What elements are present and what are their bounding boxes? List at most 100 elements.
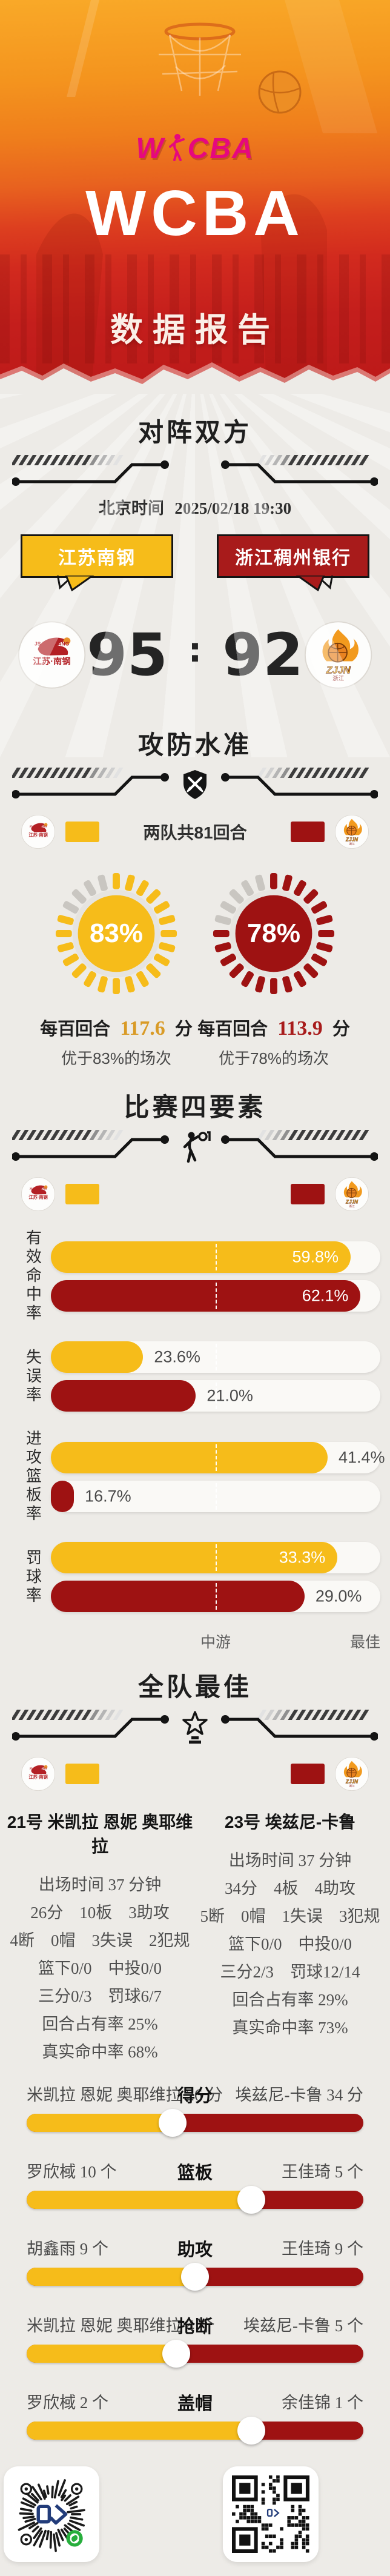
matchup-header: 对阵双方 (137, 418, 252, 446)
stat-line: 34分 4板 4助攻 (225, 1879, 355, 1897)
factor-row-orb: 进攻篮板率 41.4% 16.7% (0, 1430, 390, 1524)
away-per100: 每百回合 113.9 分 (195, 1015, 352, 1040)
home-bar-fill (51, 1341, 144, 1373)
home-color-swatch (65, 822, 99, 842)
away-bar-track: 29.0% (51, 1581, 380, 1612)
duel-right-label: 王佳琦 5 个 (282, 2163, 363, 2181)
qr-section: 微信扫码查看更多数据 微信扫码查看数据说明 (0, 2466, 390, 2576)
away-team-banner: 浙江稠州银行 (217, 528, 376, 591)
home-bar-value: 33.3% (279, 1548, 326, 1567)
away-score: 92 (222, 621, 303, 689)
home-bar-track: 33.3% (51, 1542, 380, 1573)
home-team-logo (21, 1756, 56, 1791)
duel-knob (181, 2263, 209, 2291)
stat-line: 篮下0/0 中投0/0 (228, 1935, 352, 1953)
duel-knob (237, 2186, 265, 2214)
hero-banner: W CBA WCBA 数据报告 (0, 0, 390, 394)
away-bar-value: 16.7% (85, 1487, 131, 1505)
factor-label: 进攻篮板率 (24, 1430, 42, 1524)
duel-blocks: 罗欣棫 2 个 盖帽 余佳锦 1 个 (27, 2389, 363, 2445)
duel-knob (162, 2340, 190, 2368)
stat-line: 5断 0帽 1失误 3犯规 (200, 1907, 380, 1925)
away-bar-track: 62.1% (51, 1280, 380, 1312)
basketball-player-icon (183, 1131, 211, 1163)
four-factors-legend (0, 1172, 390, 1216)
duel-category: 抢断 (177, 2317, 213, 2337)
home-bar-track: 23.6% (51, 1341, 380, 1373)
wcba-league-logo: W CBA (0, 132, 390, 165)
away-team-name: 浙江稠州银行 (235, 548, 351, 568)
duel-left-label: 胡鑫雨 9 个 (27, 2240, 108, 2258)
duel-rebounds: 罗欣棫 10 个 篮板 王佳琦 5 个 (27, 2159, 363, 2214)
home-bar-value: 23.6% (154, 1347, 200, 1366)
torn-paper-edge (0, 362, 390, 394)
factor-row-tov: 失误率 23.6% 21.0% (0, 1341, 390, 1412)
duel-left-label: 米凯拉 恩妮 奥耶维拉 4 个 (27, 2317, 215, 2335)
home-percentile-note: 优于83%的场次 (61, 1049, 172, 1067)
home-team-banner: 江苏南钢 (14, 528, 173, 591)
league-logo-w: W (136, 133, 165, 165)
hero-subtitle: 数据报告 (110, 312, 280, 348)
section-team-best: 全队最佳 (0, 1667, 390, 1746)
away-color-swatch (291, 1184, 325, 1204)
away-bar-value: 21.0% (207, 1386, 253, 1405)
duel-points: 米凯拉 恩妮 奥耶维拉 26 分 得分 埃兹尼-卡鲁 34 分 (27, 2082, 363, 2137)
duel-home-fill (27, 2345, 176, 2363)
jumping-player-icon (168, 133, 185, 161)
home-best-player: 21号 米凯拉 恩妮 奥耶维拉 出场时间 37 分钟 26分 10板 3助攻 4… (5, 1809, 195, 2066)
home-bar-fill: 59.8% (51, 1241, 351, 1273)
stat-line: 26分 10板 3助攻 (30, 1904, 170, 1922)
home-team-name: 江苏南钢 (58, 548, 136, 568)
away-color-swatch (291, 1764, 325, 1784)
home-team-logo (21, 1177, 56, 1212)
city-skyline-silhouette (0, 254, 390, 363)
duel-home-fill (27, 2191, 251, 2209)
stat-line: 真实命中率 68% (42, 2043, 158, 2061)
duel-slider (27, 2340, 363, 2368)
score-colon: : (188, 630, 202, 670)
duel-home-fill (27, 2114, 173, 2132)
duel-assists: 胡鑫雨 9 个 助攻 王佳琦 9 个 (27, 2236, 363, 2291)
section-four-factors: 比赛四要素 (0, 1087, 390, 1166)
duel-category: 助攻 (177, 2240, 213, 2260)
duel-left-label: 罗欣棫 2 个 (27, 2394, 108, 2412)
home-team-logo (18, 621, 86, 689)
home-gauge-dial (55, 872, 177, 995)
per100-label: 每百回合 (197, 1020, 268, 1039)
duel-home-fill (27, 2268, 195, 2286)
hero-title: WCBA (85, 178, 305, 249)
stat-line: 真实命中率 73% (232, 2019, 348, 2037)
duel-category: 得分 (177, 2086, 213, 2106)
away-color-swatch (291, 822, 325, 842)
away-team-logo (304, 621, 372, 689)
away-bar-fill (51, 1480, 74, 1512)
scoreboard: 95 : 92 (0, 609, 390, 700)
qr-more-data: 微信扫码查看更多数据 (4, 2466, 167, 2576)
best-players: 21号 米凯拉 恩妮 奥耶维拉 出场时间 37 分钟 26分 10板 3助攻 4… (0, 1809, 390, 2066)
rating-header: 攻防水准 (137, 731, 252, 759)
duel-left-label: 米凯拉 恩妮 奥耶维拉 26 分 (27, 2086, 223, 2104)
home-player-name: 21号 米凯拉 恩妮 奥耶维拉 (7, 1813, 193, 1856)
league-logo-cba: CBA (187, 133, 254, 165)
stat-line: 回合占有率 29% (232, 1991, 348, 2009)
per100-number: 117.6 (120, 1017, 165, 1040)
duel-category: 篮板 (177, 2163, 213, 2183)
stat-line: 4断 0帽 3失误 2犯规 (10, 1931, 190, 1950)
efficiency-gauges: 83% 每百回合 117.6 分 优于83%的场次 78% 每百回合 113.9… (0, 871, 390, 1069)
duel-left-label: 罗欣棫 10 个 (27, 2163, 117, 2181)
game-time-value: 2025/02/18 19:30 (174, 499, 292, 517)
duel-knob (158, 2109, 187, 2137)
game-time-label: 北京时间 (98, 499, 164, 517)
away-player-name: 23号 埃兹尼-卡鲁 (224, 1813, 356, 1831)
duel-steals: 米凯拉 恩妮 奥耶维拉 4 个 抢断 埃兹尼-卡鲁 5 个 (27, 2312, 363, 2368)
away-team-logo (334, 1756, 369, 1791)
home-player-stats: 出场时间 37 分钟 26分 10板 3助攻 4断 0帽 3失误 2犯规 篮下0… (5, 1871, 195, 2066)
factor-row-ftr: 罚球率 33.3% 29.0% (0, 1542, 390, 1612)
banner-tail (296, 576, 334, 591)
trophy-star-icon (182, 1711, 208, 1744)
duel-slider (27, 2417, 363, 2445)
away-player-stats: 出场时间 37 分钟 34分 4板 4助攻 5断 0帽 1失误 3犯规 篮下0/… (195, 1847, 385, 2042)
away-gauge-dial (213, 872, 335, 995)
factor-label: 罚球率 (24, 1549, 42, 1605)
